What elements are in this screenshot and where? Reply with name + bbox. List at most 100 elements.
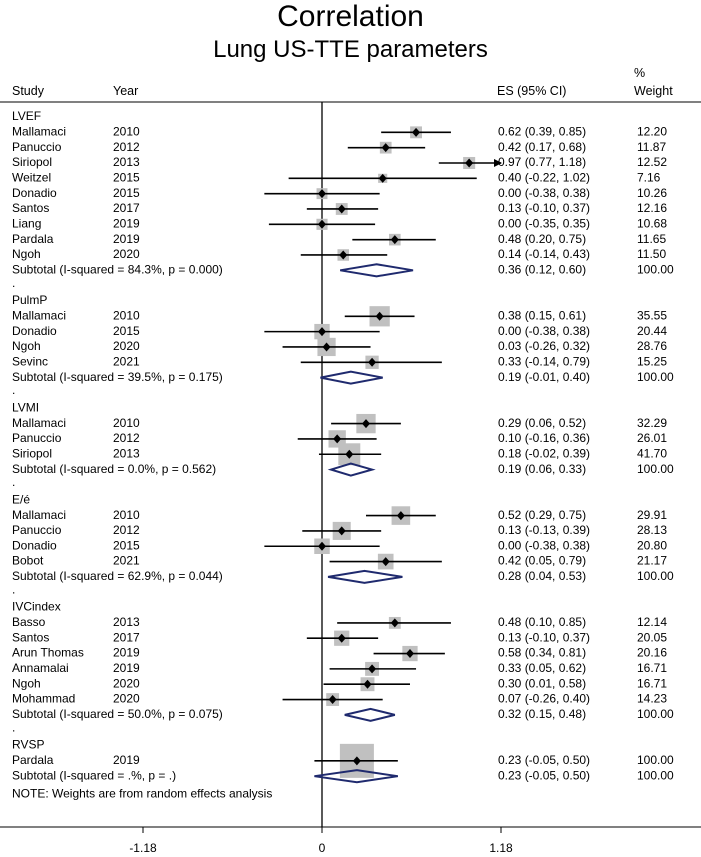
study-point-estimate xyxy=(318,189,326,199)
study-weight: 26.01 xyxy=(637,431,667,445)
study-es-ci: 0.38 (0.15, 0.61) xyxy=(498,308,586,322)
study-year: 2010 xyxy=(113,125,140,139)
study-name: Panuccio xyxy=(12,140,62,154)
study-weight: 12.14 xyxy=(637,615,667,629)
column-header-weight: Weight xyxy=(634,84,673,98)
study-name: Mallamaci xyxy=(12,125,66,139)
study-es-ci: 0.13 (-0.13, 0.39) xyxy=(498,523,590,537)
subtotal-diamond xyxy=(344,707,396,722)
study-name: Ngoh xyxy=(12,247,41,261)
study-year: 2013 xyxy=(113,155,140,169)
subtotal-diamond xyxy=(314,769,398,784)
column-header-es: ES (95% CI) xyxy=(497,84,567,98)
study-year: 2019 xyxy=(113,216,140,230)
study-year: 2015 xyxy=(113,538,140,552)
study-es-ci: 0.00 (-0.38, 0.38) xyxy=(498,324,590,338)
group-spacer-dot: . xyxy=(12,383,15,397)
study-es-ci: 0.07 (-0.26, 0.40) xyxy=(498,692,590,706)
x-tick-label: 0 xyxy=(319,841,326,855)
subtotal-es-ci: 0.19 (0.06, 0.33) xyxy=(498,462,586,476)
subtotal-weight: 100.00 xyxy=(637,370,674,384)
study-weight: 21.17 xyxy=(637,554,667,568)
subtotal-es-ci: 0.19 (-0.01, 0.40) xyxy=(498,370,590,384)
study-es-ci: 0.58 (0.34, 0.81) xyxy=(498,646,586,660)
column-header-study: Study xyxy=(12,84,44,98)
study-point-estimate xyxy=(368,357,377,367)
study-weight: 12.16 xyxy=(637,201,667,215)
study-es-ci: 0.42 (0.17, 0.68) xyxy=(498,140,586,154)
study-name: Arun Thomas xyxy=(12,646,84,660)
study-point-estimate xyxy=(412,127,421,137)
group-label: LVEF xyxy=(12,109,41,123)
subtotal-es-ci: 0.36 (0.12, 0.60) xyxy=(498,262,586,276)
study-year: 2019 xyxy=(113,232,140,246)
study-year: 2013 xyxy=(113,615,140,629)
subtotal-es-ci: 0.32 (0.15, 0.48) xyxy=(498,707,586,721)
study-weight: 35.55 xyxy=(637,308,667,322)
group-label: RVSP xyxy=(12,738,44,752)
study-point-estimate xyxy=(333,434,342,444)
study-point-estimate xyxy=(363,679,372,689)
study-name: Pardala xyxy=(12,753,54,767)
study-point-estimate xyxy=(390,235,399,245)
study-weight: 14.23 xyxy=(637,692,667,706)
study-es-ci: 0.10 (-0.16, 0.36) xyxy=(498,431,590,445)
study-es-ci: 0.03 (-0.26, 0.32) xyxy=(498,339,590,353)
study-weight: 41.70 xyxy=(637,446,667,460)
group-label: PulmP xyxy=(12,293,47,307)
study-weight: 29.91 xyxy=(637,508,667,522)
study-name: Mohammad xyxy=(12,692,75,706)
study-name: Pardala xyxy=(12,232,54,246)
footnote: NOTE: Weights are from random effects an… xyxy=(12,787,272,801)
study-point-estimate xyxy=(318,219,326,229)
study-weight: 12.52 xyxy=(637,155,667,169)
study-es-ci: 0.13 (-0.10, 0.37) xyxy=(498,630,590,644)
study-name: Santos xyxy=(12,201,49,215)
study-weight: 20.44 xyxy=(637,324,667,338)
study-year: 2019 xyxy=(113,753,140,767)
study-year: 2021 xyxy=(113,554,140,568)
subtotal-diamond xyxy=(327,462,376,477)
subtotal-weight: 100.00 xyxy=(637,569,674,583)
group-label: IVCindex xyxy=(12,600,61,614)
study-es-ci: 0.42 (0.05, 0.79) xyxy=(498,554,586,568)
study-name: Weitzel xyxy=(12,170,51,184)
study-weight: 28.13 xyxy=(637,523,667,537)
study-name: Ngoh xyxy=(12,676,41,690)
group-spacer-dot: . xyxy=(12,720,15,734)
column-header-year: Year xyxy=(113,84,139,98)
group-spacer-dot: . xyxy=(12,582,15,596)
study-weight: 15.25 xyxy=(637,354,667,368)
study-year: 2012 xyxy=(113,431,140,445)
study-year: 2015 xyxy=(113,170,140,184)
study-point-estimate xyxy=(337,204,346,214)
study-point-estimate xyxy=(339,250,348,260)
study-name: Mallamaci xyxy=(12,308,66,322)
study-name: Siriopol xyxy=(12,446,52,460)
study-es-ci: 0.29 (0.06, 0.52) xyxy=(498,416,586,430)
study-point-estimate xyxy=(337,633,346,643)
study-point-estimate xyxy=(368,664,377,674)
study-weight: 11.87 xyxy=(637,140,666,154)
study-name: Basso xyxy=(12,615,46,629)
group-label: LVMI xyxy=(12,400,39,414)
study-year: 2013 xyxy=(113,446,140,460)
study-es-ci: 0.00 (-0.35, 0.35) xyxy=(498,216,590,230)
study-es-ci: 0.48 (0.20, 0.75) xyxy=(498,232,586,246)
subtotal-label: Subtotal (I-squared = .%, p = .) xyxy=(12,768,176,782)
study-name: Donadio xyxy=(12,186,57,200)
study-name: Annamalai xyxy=(12,661,69,675)
x-tick-label: 1.18 xyxy=(489,841,513,855)
subtotal-es-ci: 0.23 (-0.05, 0.50) xyxy=(498,768,590,782)
study-es-ci: 0.23 (-0.05, 0.50) xyxy=(498,753,590,767)
study-point-estimate xyxy=(465,158,474,168)
study-name: Santos xyxy=(12,630,49,644)
study-es-ci: 0.00 (-0.38, 0.38) xyxy=(498,186,590,200)
study-year: 2020 xyxy=(113,676,140,690)
x-tick-label: -1.18 xyxy=(129,841,157,855)
subtotal-weight: 100.00 xyxy=(637,462,674,476)
study-name: Donadio xyxy=(12,538,57,552)
subtotal-es-ci: 0.28 (0.04, 0.53) xyxy=(498,569,586,583)
study-year: 2015 xyxy=(113,324,140,338)
group-spacer-dot: . xyxy=(12,475,15,489)
